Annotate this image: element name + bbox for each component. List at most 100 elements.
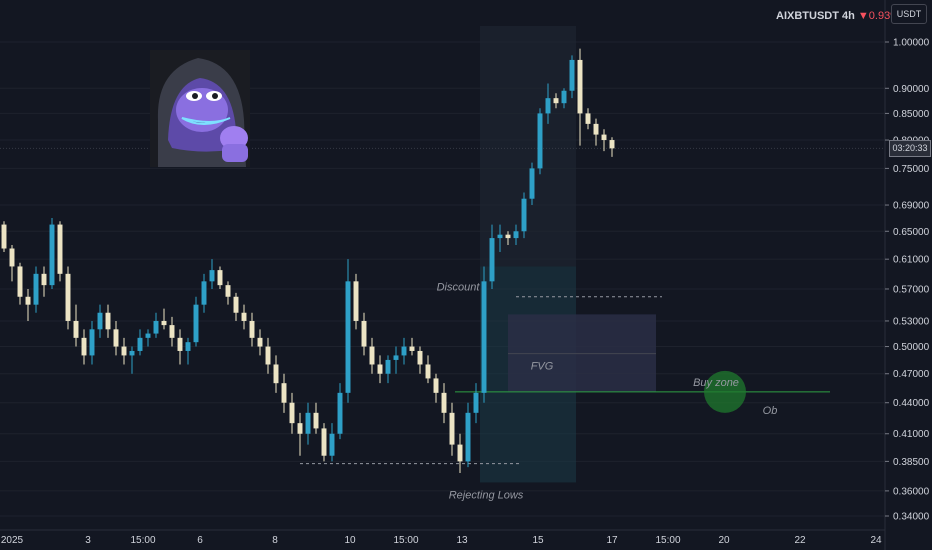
candle-body: [225, 285, 231, 297]
candle: [249, 312, 255, 347]
candle-body: [369, 346, 375, 365]
currency-badge[interactable]: USDT: [891, 4, 927, 24]
y-tick-label: 0.36000: [893, 486, 930, 497]
candle-body: [425, 364, 431, 379]
candle: [489, 224, 495, 289]
y-tick-label: 0.90000: [893, 84, 930, 95]
candle-body: [473, 392, 479, 413]
y-tick-label: 0.50000: [893, 342, 930, 353]
candle-body: [593, 123, 599, 135]
candle: [193, 296, 199, 347]
candle: [177, 329, 183, 365]
candle-body: [25, 296, 31, 305]
pepe-avatar: [150, 50, 250, 167]
candle-body: [281, 383, 287, 403]
candle-body: [297, 423, 303, 434]
candle-body: [545, 98, 551, 114]
candle: [569, 55, 575, 99]
candle-body: [601, 134, 607, 141]
candle: [185, 337, 191, 365]
candle: [17, 262, 23, 305]
y-tick-label: 0.65000: [893, 227, 930, 238]
candle-body: [121, 346, 127, 356]
y-tick-label: 0.61000: [893, 255, 930, 266]
candle-body: [193, 304, 199, 343]
candle-body: [513, 231, 519, 239]
fvg-box: [508, 314, 656, 392]
candle-body: [353, 281, 359, 321]
candle-body: [217, 270, 223, 286]
candle: [145, 329, 151, 347]
candle: [137, 329, 143, 356]
candle: [225, 281, 231, 305]
candle: [449, 402, 455, 456]
candle-body: [393, 355, 399, 360]
candle-body: [1, 224, 7, 249]
y-tick-label: 0.57000: [893, 284, 930, 295]
candle: [425, 355, 431, 384]
x-tick-label: 15:00: [655, 535, 680, 546]
candle: [89, 320, 95, 365]
x-tick-label: 15: [532, 535, 544, 546]
candle: [505, 231, 511, 246]
candle-body: [385, 359, 391, 374]
candle: [281, 373, 287, 413]
candle-body: [481, 281, 487, 393]
candle-body: [457, 444, 463, 462]
fvg-label: FVG: [531, 361, 554, 373]
candle: [369, 337, 375, 374]
ob-label: Ob: [763, 405, 778, 417]
candle-body: [161, 320, 167, 326]
candle-body: [441, 392, 447, 413]
candle: [321, 423, 327, 462]
candle: [169, 316, 175, 347]
candle-body: [465, 412, 471, 462]
candle: [49, 217, 55, 289]
candle-body: [505, 234, 511, 239]
candle-body: [585, 113, 591, 124]
candle-body: [361, 320, 367, 347]
rejecting-lows-label: Rejecting Lows: [449, 489, 524, 501]
candle-body: [81, 337, 87, 356]
candle-body: [537, 113, 543, 169]
candle-body: [553, 98, 559, 104]
candle-body: [153, 320, 159, 334]
candle: [1, 221, 7, 253]
candle: [337, 383, 343, 440]
candle: [25, 288, 31, 321]
candle: [121, 337, 127, 365]
candle: [609, 137, 615, 157]
candle: [201, 273, 207, 313]
candle-body: [577, 59, 583, 114]
candle-body: [249, 320, 255, 338]
symbol-header[interactable]: AIXBTUSDT 4h ▼0.93%: [776, 10, 900, 22]
candle: [289, 392, 295, 434]
candle-body: [489, 238, 495, 282]
candle-body: [433, 378, 439, 393]
candle: [329, 423, 335, 462]
symbol-label[interactable]: AIXBTUSDT 4h: [776, 10, 855, 22]
candle: [409, 337, 415, 356]
candle-body: [89, 329, 95, 356]
time-axis[interactable]: 2025 3 15:00 6 8 10 15:00 13 15 17 15:00 20 22 24: [0, 529, 885, 546]
buy-zone-circle: [704, 370, 746, 413]
candle: [105, 304, 111, 338]
candle-body: [305, 412, 311, 434]
candle: [585, 108, 591, 130]
candle-body: [529, 168, 535, 199]
candle-body: [321, 428, 327, 456]
candle-body: [209, 270, 215, 282]
candle: [241, 304, 247, 330]
change-label: ▼0.93%: [857, 10, 900, 22]
x-tick-label: 17: [606, 535, 618, 546]
candle-body: [185, 342, 191, 351]
candle-body: [177, 337, 183, 351]
candle: [233, 292, 239, 321]
candle: [153, 312, 159, 338]
candle: [553, 93, 559, 109]
candle: [57, 221, 63, 282]
y-tick-label: 0.69000: [893, 201, 930, 212]
candle-body: [561, 90, 567, 104]
